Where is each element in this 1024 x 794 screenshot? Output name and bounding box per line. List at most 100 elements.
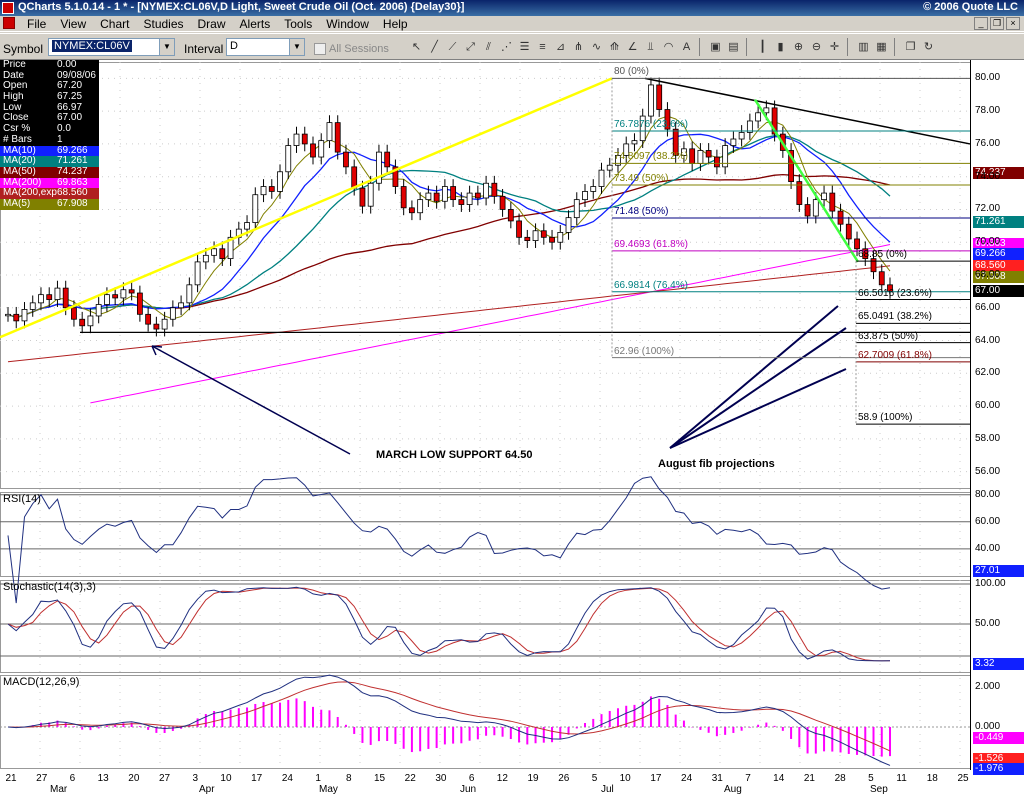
minimize-icon[interactable]: _: [974, 17, 988, 30]
y-tick-label: 80.00: [975, 488, 1001, 500]
x-tick-label: 17: [251, 773, 263, 784]
menu-item-tools[interactable]: Tools: [284, 17, 313, 31]
angle-icon[interactable]: ∠: [624, 38, 641, 56]
interval-label: Interval: [184, 42, 224, 56]
crosshair-icon[interactable]: ✛: [826, 38, 843, 56]
y-tick-label: 0.000: [975, 721, 1001, 732]
fib-fan-icon[interactable]: ⋰: [498, 38, 515, 56]
camera-icon[interactable]: ▣: [707, 38, 724, 56]
x-tick-label: 10: [220, 773, 232, 784]
fib-retrace-icon[interactable]: ☰: [516, 38, 533, 56]
x-tick-label: 3: [192, 773, 199, 784]
x-tick-label: 5: [591, 773, 598, 784]
candle-body: [95, 304, 102, 317]
candle-body: [178, 302, 185, 309]
menu-item-draw[interactable]: Draw: [197, 17, 226, 31]
candle-body: [359, 187, 366, 207]
chart-area[interactable]: Price 0.00 Date 09/08/06 Open 67.20 High 67.25 L…: [0, 59, 1024, 794]
line-tool-icon[interactable]: ╱: [426, 38, 443, 56]
last-value-label: 68.560: [973, 259, 1024, 272]
title-bar[interactable]: QCharts 5.1.0.14 - 1 * - [NYMEX:CL06V,D …: [0, 0, 1024, 16]
pointer-icon[interactable]: ↖: [408, 38, 425, 56]
menu-item-view[interactable]: View: [60, 17, 87, 31]
cycle-icon[interactable]: ∿: [588, 38, 605, 56]
symbol-value: NYMEX:CL06V: [52, 40, 132, 52]
y-tick-label: 74.00: [975, 170, 1001, 182]
menu-item-file[interactable]: File: [27, 17, 47, 31]
restore-icon[interactable]: ❐: [990, 17, 1004, 30]
info-row: Close 67.00: [0, 113, 99, 124]
x-tick-label: 28: [834, 773, 846, 784]
x-tick-label: 20: [128, 773, 140, 784]
x-tick-label: 27: [158, 773, 171, 784]
document-icon[interactable]: [3, 17, 15, 29]
window-icon[interactable]: ❐: [902, 38, 919, 56]
toolbar-separator: [746, 38, 750, 56]
candle-body: [845, 223, 852, 240]
channel-tool-icon[interactable]: ⫽: [480, 38, 497, 56]
menu-item-window[interactable]: Window: [326, 17, 369, 31]
chevron-down-icon[interactable]: ▼: [159, 39, 174, 55]
symbol-label: Symbol: [3, 42, 44, 56]
y-tick-label: 60.00: [975, 400, 1001, 412]
trend-tool-icon[interactable]: ⤢: [462, 38, 479, 56]
chart-type-icon[interactable]: ▤: [725, 38, 742, 56]
layout-icon[interactable]: ▥: [855, 38, 872, 56]
candle-body: [409, 207, 415, 214]
price-chart[interactable]: [0, 60, 1024, 794]
toolbar-separator: [894, 38, 898, 56]
x-tick-label: 26: [558, 773, 570, 784]
gann-icon[interactable]: ⊿: [552, 38, 569, 56]
candle-body: [598, 169, 605, 187]
ray-tool-icon[interactable]: ⟋: [444, 38, 461, 56]
y-tick-label: 70.00: [975, 236, 1001, 248]
fib-level-label: 73.49 (50%): [614, 173, 669, 185]
y-tick-label: 2.000: [975, 681, 1001, 692]
candle-body: [590, 186, 597, 192]
candle-body: [450, 186, 457, 201]
candle-body: [697, 150, 704, 164]
candle-body: [29, 302, 36, 310]
symbol-combo[interactable]: NYMEX:CL06V ▼: [48, 38, 175, 56]
info-key: High: [3, 92, 24, 103]
rsi-line: [7, 476, 891, 604]
andrews-icon[interactable]: ⋔: [570, 38, 587, 56]
interval-combo[interactable]: D ▼: [226, 38, 305, 56]
refresh-icon[interactable]: ↻: [920, 38, 937, 56]
green-trendline: [753, 99, 860, 263]
menu-item-chart[interactable]: Chart: [100, 17, 130, 31]
x-tick-label: 27: [36, 773, 48, 784]
candle-body: [466, 192, 473, 205]
zoom-in-icon[interactable]: ⊕: [790, 38, 807, 56]
app-icon[interactable]: [2, 2, 14, 14]
arc-icon[interactable]: ◠: [660, 38, 677, 56]
x-tick-label: 12: [496, 773, 508, 784]
menu-item-studies[interactable]: Studies: [143, 17, 184, 31]
zoom-out-icon[interactable]: ⊖: [808, 38, 825, 56]
info-row: Low 66.97: [0, 102, 99, 114]
all-sessions-checkbox[interactable]: [314, 43, 326, 55]
arrow-line: [151, 345, 351, 455]
x-tick-label: 14: [773, 773, 785, 784]
menu-item-help[interactable]: Help: [382, 17, 408, 31]
text-tool-icon[interactable]: A: [678, 38, 695, 56]
info-value: 1: [57, 133, 63, 145]
speed-icon[interactable]: ⟰: [606, 38, 623, 56]
ma200-line: [90, 244, 891, 404]
bar-chart-icon[interactable]: ┃: [754, 38, 771, 56]
candle-body: [120, 289, 127, 299]
fib-proj-icon[interactable]: ≡: [534, 38, 551, 56]
candle-body: [681, 148, 687, 156]
close-icon[interactable]: ×: [1006, 17, 1020, 30]
regression-icon[interactable]: ⫫: [642, 38, 659, 56]
interval-value: D: [230, 40, 238, 52]
y-tick-label: 64.00: [975, 334, 1001, 346]
chevron-down-icon[interactable]: ▼: [289, 39, 304, 55]
grid-icon[interactable]: ▦: [873, 38, 890, 56]
x-month-label: Jul: [601, 784, 614, 794]
candle-body: [639, 115, 646, 142]
menu-item-alerts[interactable]: Alerts: [239, 17, 271, 31]
candle-icon[interactable]: ▮: [772, 38, 789, 56]
y-tick-label: 76.00: [975, 137, 1001, 149]
stoch-k-line: [7, 586, 891, 662]
